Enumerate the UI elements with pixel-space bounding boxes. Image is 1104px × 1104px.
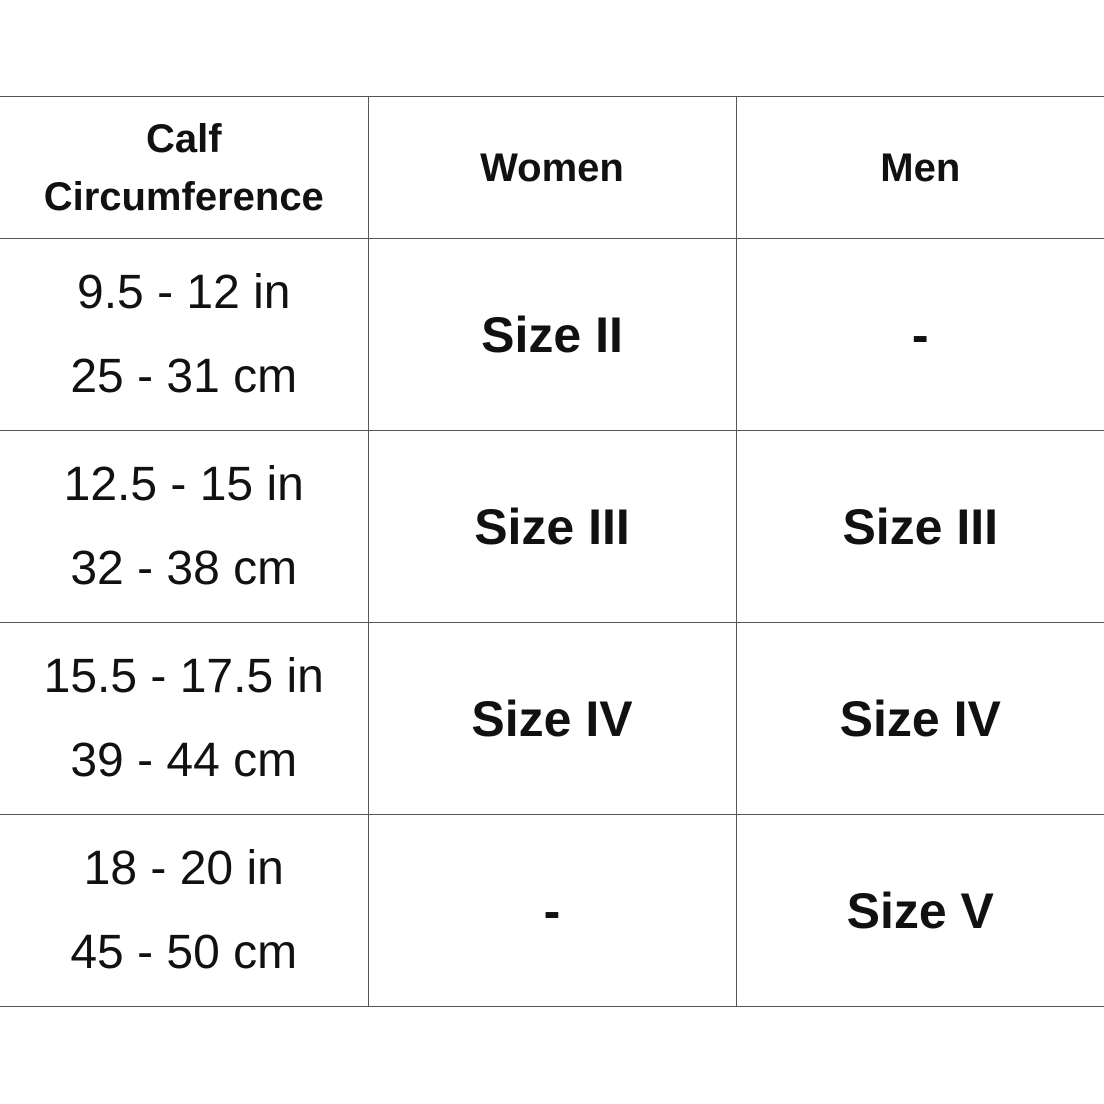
men-size-cell: Size IV [735, 622, 1104, 815]
calf-range-cell: 12.5 - 15 in 32 - 38 cm [0, 430, 369, 623]
table-row: 18 - 20 in 45 - 50 cm - Size V [0, 814, 1104, 1007]
header-women: Women [367, 96, 737, 239]
range-inches: 12.5 - 15 in [63, 457, 304, 511]
women-size-cell: Size III [367, 430, 737, 623]
table-row: 9.5 - 12 in 25 - 31 cm Size II - [0, 238, 1104, 431]
women-size-cell: Size IV [367, 622, 737, 815]
men-size-cell: Size III [735, 430, 1104, 623]
header-men: Men [735, 96, 1104, 239]
size-chart-table: Calf Circumference Women Men 9.5 - 12 in… [0, 96, 1104, 1007]
range-inches: 18 - 20 in [83, 841, 284, 895]
header-calf-circumference: Calf Circumference [0, 96, 369, 239]
header-label: Calf Circumference [43, 116, 324, 219]
range-inches: 15.5 - 17.5 in [43, 649, 324, 703]
calf-range-cell: 18 - 20 in 45 - 50 cm [0, 814, 369, 1007]
table-row: 15.5 - 17.5 in 39 - 44 cm Size IV Size IV [0, 622, 1104, 815]
range-cm: 45 - 50 cm [70, 925, 298, 979]
women-size-cell: - [367, 814, 737, 1007]
range-cm: 39 - 44 cm [70, 733, 298, 787]
calf-range-cell: 9.5 - 12 in 25 - 31 cm [0, 238, 369, 431]
table-row: 12.5 - 15 in 32 - 38 cm Size III Size III [0, 430, 1104, 623]
range-cm: 25 - 31 cm [70, 349, 298, 403]
header-row: Calf Circumference Women Men [0, 96, 1104, 239]
women-size-cell: Size II [367, 238, 737, 431]
men-size-cell: - [735, 238, 1104, 431]
men-size-cell: Size V [735, 814, 1104, 1007]
calf-range-cell: 15.5 - 17.5 in 39 - 44 cm [0, 622, 369, 815]
range-cm: 32 - 38 cm [70, 541, 298, 595]
range-inches: 9.5 - 12 in [77, 265, 291, 319]
